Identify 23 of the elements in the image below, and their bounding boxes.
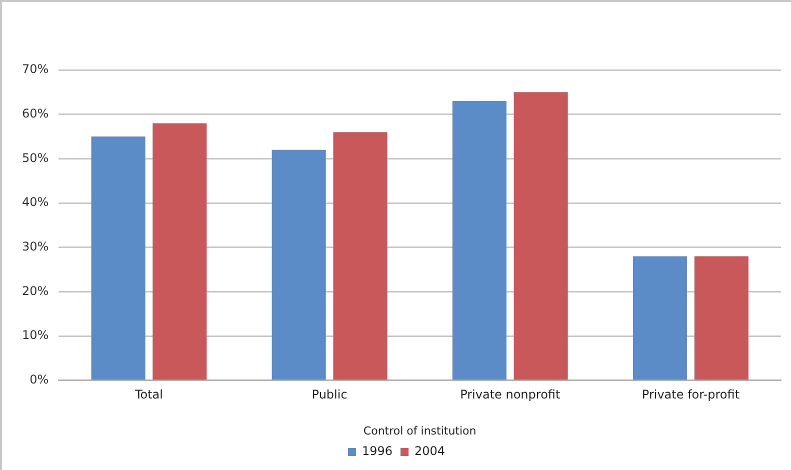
bar [272, 150, 326, 380]
legend-label: 1996 [362, 444, 393, 458]
legend-label: 2004 [414, 444, 446, 458]
y-tick-label: 30% [22, 239, 49, 254]
x-tick-label: Public [312, 388, 348, 402]
y-tick-label: 10% [22, 328, 49, 342]
bar [694, 256, 748, 380]
bar [152, 123, 207, 380]
y-tick-label: 40% [22, 195, 49, 210]
x-tick-label: Total [134, 388, 163, 402]
x-axis-title: Control of institution [363, 424, 476, 438]
y-tick-label: 50% [22, 150, 49, 165]
y-tick-label: 60% [22, 106, 49, 120]
bar [91, 136, 146, 380]
bar [452, 101, 506, 380]
x-tick-label: Private nonprofit [460, 388, 560, 402]
y-tick-label: 0% [30, 372, 49, 387]
bar [514, 92, 568, 380]
bar [333, 132, 388, 380]
y-tick-label: 20% [22, 284, 49, 298]
x-tick-label: Private for-profit [642, 388, 740, 402]
y-tick-label: 70% [22, 62, 49, 76]
bar [632, 256, 688, 380]
